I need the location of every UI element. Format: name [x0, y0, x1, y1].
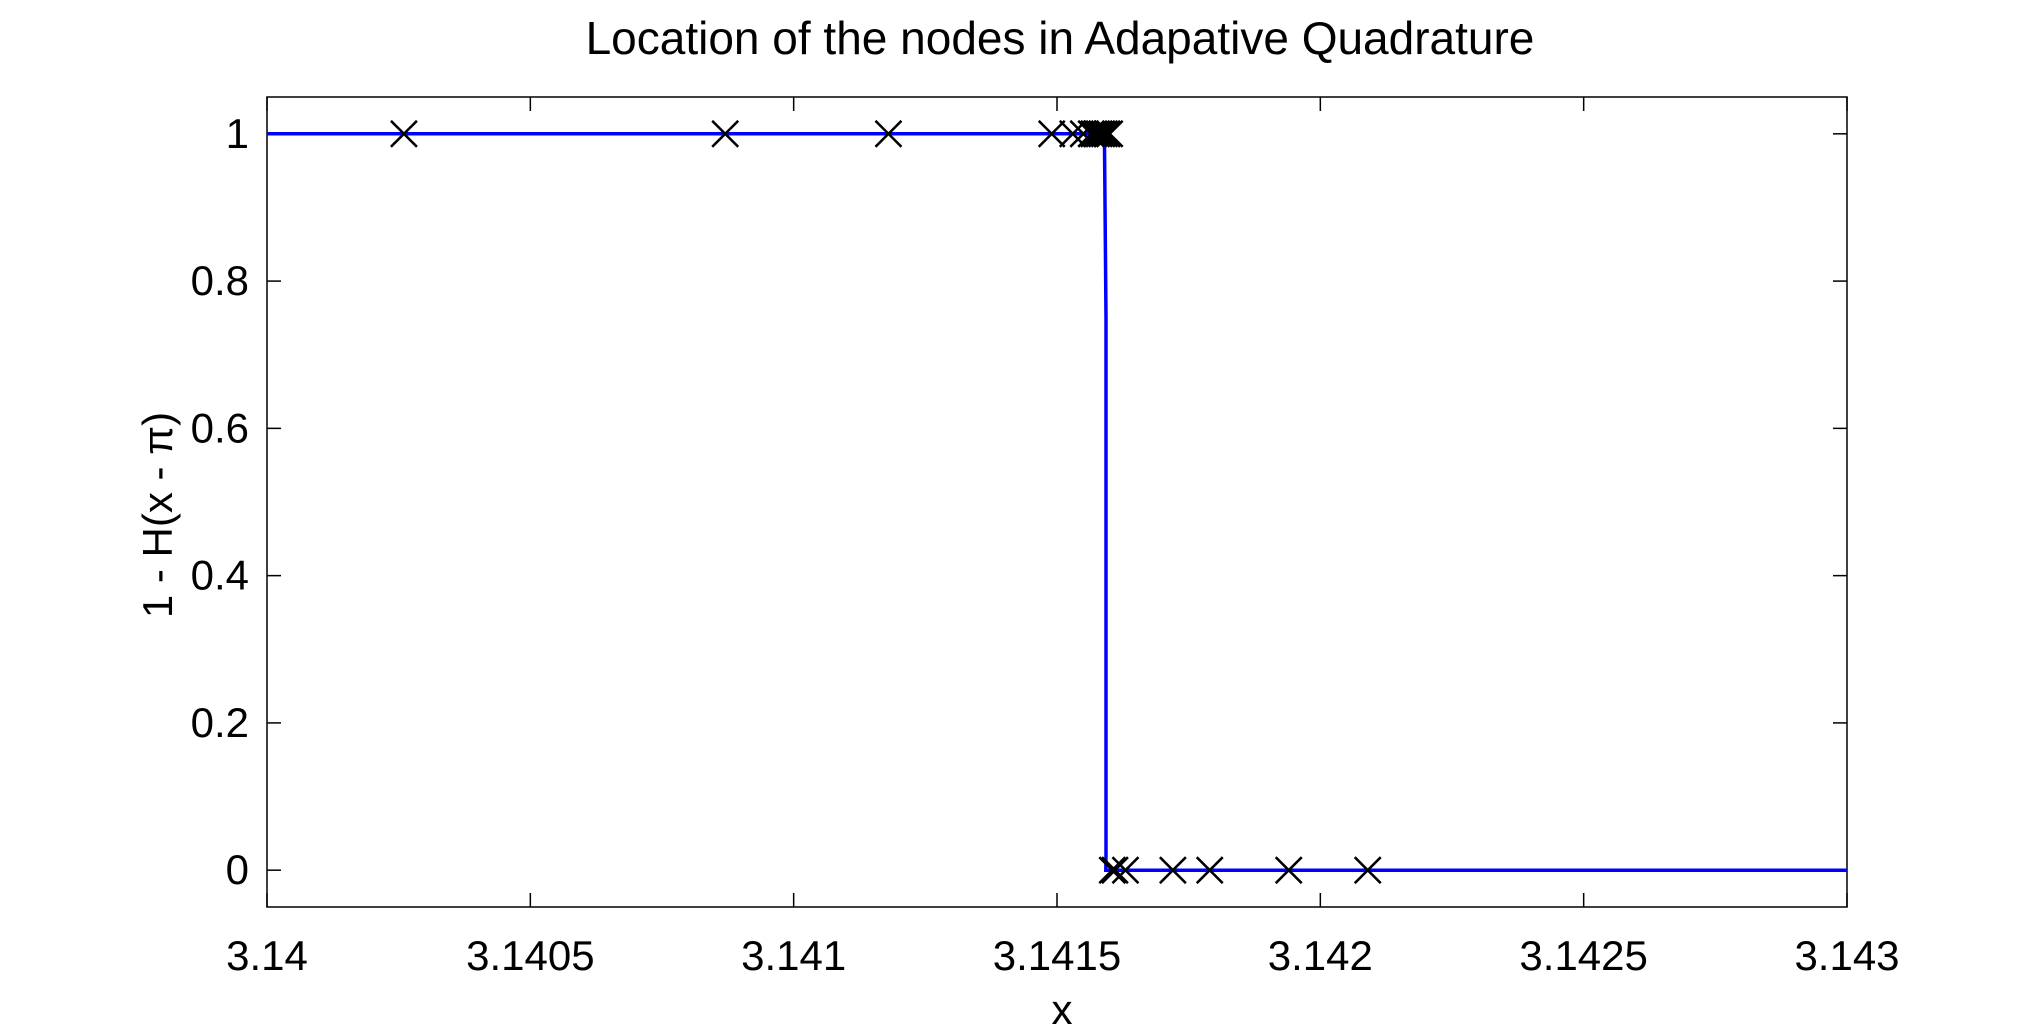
data-point-marker: [1085, 119, 1114, 148]
y-tick-label: 0.4: [191, 552, 249, 599]
series-line: [267, 132, 1847, 872]
data-point-marker: [1274, 856, 1303, 885]
x-tick-label: 3.142: [1268, 932, 1373, 979]
data-point-marker: [1087, 119, 1116, 148]
x-tick-label: 3.141: [741, 932, 846, 979]
y-tick-label: 0.2: [191, 699, 249, 746]
data-point-marker: [1101, 856, 1129, 885]
x-axis-label: x: [1052, 986, 1073, 1030]
data-point-marker: [1090, 119, 1119, 148]
data-point-marker: [1353, 856, 1382, 885]
x-tick-label: 3.14: [226, 932, 308, 979]
x-tick-label: 3.1405: [466, 932, 594, 979]
y-tick-label: 0: [226, 846, 249, 893]
data-point-marker: [1111, 856, 1140, 885]
y-tick-label: 0.8: [191, 257, 249, 304]
data-point-marker: [1093, 119, 1121, 148]
data-point-marker: [874, 119, 903, 148]
data-point-marker: [1037, 119, 1066, 148]
data-point-marker: [1082, 119, 1111, 148]
y-tick-label: 0.6: [191, 404, 249, 451]
data-point-marker: [1095, 119, 1124, 148]
x-tick-label: 3.1415: [993, 932, 1121, 979]
x-tick-label: 3.143: [1794, 932, 1899, 979]
data-point-marker: [1158, 856, 1187, 885]
chart-title: Location of the nodes in Adapative Quadr…: [586, 12, 1535, 64]
x-tick-label: 3.1425: [1519, 932, 1647, 979]
data-point-marker: [1098, 856, 1127, 885]
y-tick-label: 1: [226, 110, 249, 157]
data-point-marker: [390, 119, 418, 148]
data-point-marker: [1195, 856, 1224, 885]
plot-area: 3.14 3.1405 3.141 3.1415 3.142 3.1425 3.143 0 0.…: [191, 96, 1900, 979]
data-point-marker: [711, 119, 740, 148]
y-axis-label: 1 - H(x - π): [134, 412, 181, 618]
